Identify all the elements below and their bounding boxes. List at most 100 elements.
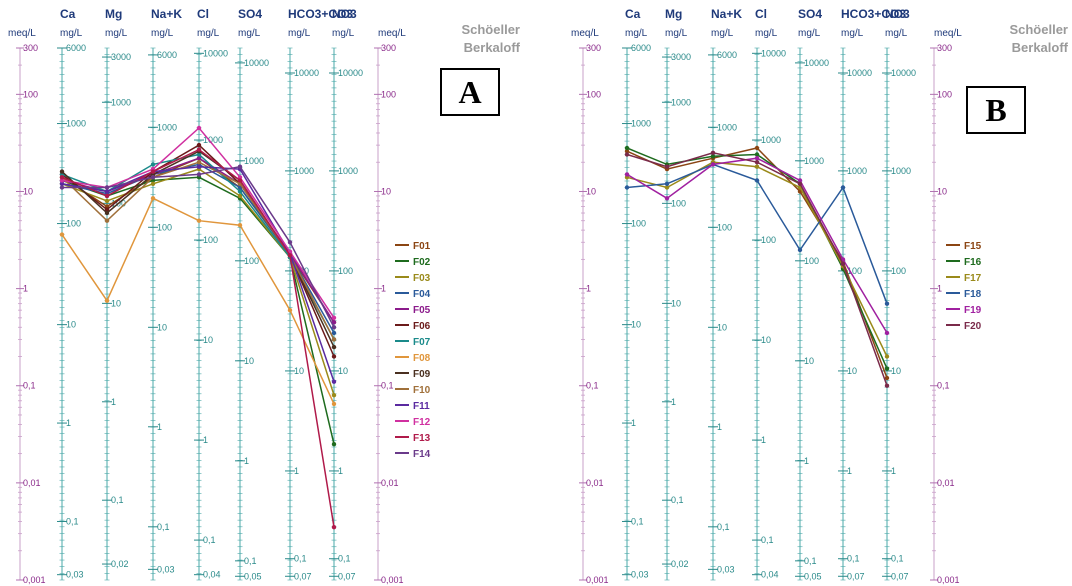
panel-b-axis-so4-tick-label: 1 [804,456,809,466]
panel-b-axis-ca-tick-label: 0,03 [631,570,649,580]
panel-b-legend-label-f15: F15 [964,241,982,252]
panel-a-data-point-f07 [196,152,202,157]
panel-a-axis-mg-tick-label: 0,02 [111,559,129,569]
panel-a-axis-na-k-tick-label: 100 [157,222,172,232]
panel-b-axis-hco3-co3-tick-label: 100 [847,266,862,276]
panel-b-left-meq-tick-label: 100 [586,89,601,99]
panel-a-legend-label-f10: F10 [413,385,431,396]
panel-a-axis-cl-tick-label: 0,04 [203,570,221,580]
panel-a-axis-ca-tick-label: 100 [66,219,81,229]
panel-a-axis-no3-title: NO3 [332,7,357,21]
panel-a-right-meq-tick-label: 0,01 [381,478,399,488]
panel-a-right-meq-tick-label: 10 [381,186,391,196]
panel-a-data-point-f13 [331,525,337,530]
panel-a-data-point-f08 [287,308,293,313]
panel-a-data-point-f11 [59,181,65,186]
panel-a-data-point-f02 [331,442,337,447]
panel-b-axis-ca-title: Ca [625,7,641,21]
panel-a-axis-no3-tick-label: 100 [338,266,353,276]
panel-a-legend-label-f09: F09 [413,369,431,380]
panel-a-legend-label-f04: F04 [413,289,431,300]
panel-a-right-meq-tick-label: 100 [381,89,396,99]
panel-a-axis-cl-tick-label: 100 [203,235,218,245]
panel-b-axis-ca-tick-label: 0,1 [631,516,644,526]
panel-b-axis-mg-tick-label: 100 [671,198,686,208]
panel-b-axis-so4-tick-label: 100 [804,256,819,266]
panel-a-axis-mg-tick-label: 0,1 [111,495,124,505]
panel-a-axis-hco3-co3-tick-label: 10000 [294,68,319,78]
panel-a-axis-hco3-co3-tick-label: 10 [294,366,304,376]
panel-b-axis-ca-tick-label: 100 [631,219,646,229]
panel-b-left-meq-tick-label: 0,001 [586,575,609,585]
panel-b-left-meq-tick-label: 1 [586,284,591,294]
panel-a-data-point-f07 [237,189,243,194]
panel-b-data-point-f18 [754,178,760,183]
panel-a-data-point-f14 [104,185,110,190]
panel-b-axis-no3-tick-label: 0,1 [891,554,904,564]
panel-b-axis-na-k-tick-label: 0,03 [717,564,735,574]
panel-b-axis-cl-tick-label: 10 [761,335,771,345]
panel-a-axis-na-k-tick-label: 6000 [157,50,177,60]
panel-a-data-point-f08 [104,298,110,303]
panel-a-data-point-f08 [196,218,202,223]
panel-a-axis-cl-tick-label: 1000 [203,135,223,145]
panel-b-right-meq-tick-label: 10 [937,186,947,196]
panel-b-data-point-f19 [664,196,670,201]
panel-a-axis-mg-tick-label: 10 [111,298,121,308]
panel-a-axis-ca-unit: mg/L [60,28,83,39]
panel-a-axis-so4-tick-label: 1 [244,456,249,466]
panel-a-data-point-f11 [331,379,337,384]
panel-a-right-meq-header: meq/L [378,28,406,39]
panel-b-axis-na-k-tick-label: 1000 [717,122,737,132]
panel-a-data-point-f06 [331,354,337,359]
panel-a-data-point-f14 [237,164,243,169]
panel-a-axis-cl-tick-label: 10000 [203,48,228,58]
panel-label-b: B [966,86,1026,134]
panel-b-data-point-f18 [624,185,630,190]
panel-a-legend-label-f11: F11 [413,401,430,412]
panel-b-right-meq-tick-label: 0,01 [937,478,955,488]
panel-b-data-point-f17 [754,164,760,169]
panel-b-brand-line1: Schöeller [1009,22,1068,37]
panel-a-data-point-f09 [104,210,110,216]
panel-b-right-meq-tick-label: 100 [937,89,952,99]
panel-a-right-meq-tick-label: 0,1 [381,381,394,391]
panel-a-axis-na-k-tick-label: 0,03 [157,564,175,574]
panel-label-a: A [440,68,500,116]
panel-b-axis-no3-unit: mg/L [885,28,908,39]
panel-b-axis-so4-tick-label: 0,1 [804,556,817,566]
panel-b-axis-no3-tick-label: 10000 [891,68,916,78]
panel-a-axis-hco3-co3-tick-label: 1 [294,466,299,476]
panel-b-data-point-f15 [754,145,760,151]
panel-b-right-meq-tick-label: 300 [937,43,952,53]
panel-a-axis-mg-tick-label: 1 [111,397,116,407]
panel-b-axis-cl-tick-label: 0,1 [761,535,774,545]
panel-b-data-point-f20 [797,181,803,186]
panel-a-axis-ca-tick-label: 10 [66,320,76,330]
panel-a-data-point-f11 [196,164,202,169]
panel-b-axis-so4-tick-label: 10 [804,356,814,366]
panel-b-axis-cl-title: Cl [755,7,767,21]
panel-b-data-point-f18 [664,181,670,186]
panel-a-data-point-f03 [150,181,156,186]
panel-a-data-point-f14 [150,175,156,180]
panel-a-data-point-f08 [150,196,156,201]
panel-a-axis-ca-tick-label: 0,1 [66,516,79,526]
panel-b-data-point-f18 [884,301,890,306]
panel-a-legend-label-f06: F06 [413,321,431,332]
panel-b-axis-hco3-co3-tick-label: 0,1 [847,554,860,564]
panel-b-data-point-f20 [664,164,670,169]
panel-a-data-point-f09 [59,169,65,174]
panel-a-data-point-f13 [196,147,202,152]
panel-b-data-point-f20 [754,160,760,165]
panel-b-data-point-f15 [884,375,890,381]
panel-b-axis-mg-tick-label: 3000 [671,52,691,62]
panel-b-axis-no3-tick-label: 100 [891,266,906,276]
panel-b-axis-no3-tick-label: 1000 [891,166,911,176]
panel-a-left-meq-header: meq/L [8,28,36,39]
panel-b-left-meq-header: meq/L [571,28,599,39]
panel-b-data-point-f19 [710,162,716,167]
panel-a-data-point-f11 [104,189,110,194]
panel-b-axis-na-k-tick-label: 6000 [717,50,737,60]
